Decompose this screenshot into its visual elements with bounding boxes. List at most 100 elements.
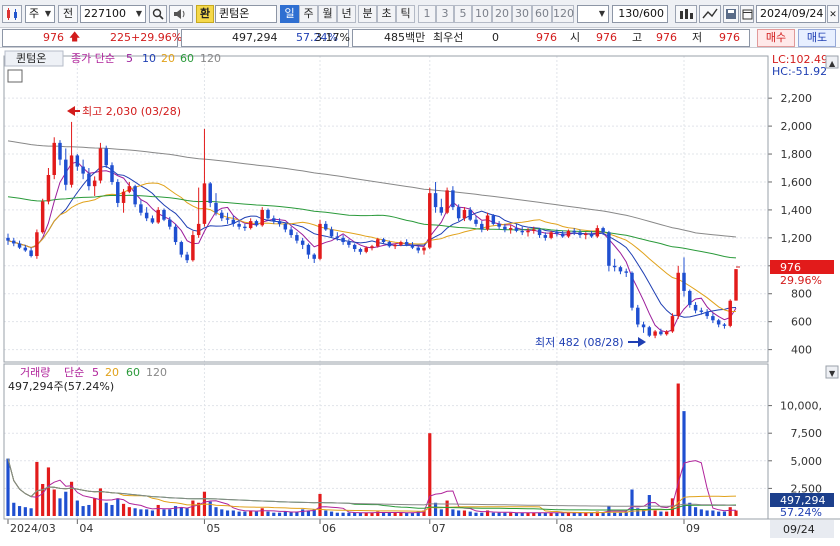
interval-5[interactable]: 5 bbox=[454, 5, 472, 23]
volume-bar bbox=[393, 512, 397, 516]
candle-body bbox=[324, 223, 328, 230]
calendar-button[interactable] bbox=[740, 5, 754, 23]
scroll-right-button[interactable] bbox=[825, 365, 839, 379]
volume-bar bbox=[225, 510, 230, 516]
current-price-tag: 976 bbox=[780, 261, 801, 274]
volume-bar bbox=[208, 501, 212, 516]
tab-weekly[interactable]: 주 bbox=[299, 5, 318, 23]
tab-monthly[interactable]: 월 bbox=[318, 5, 337, 23]
volume-bar bbox=[127, 507, 131, 516]
candle-body bbox=[480, 223, 484, 230]
candle-body bbox=[485, 215, 490, 230]
date-input[interactable]: 2024/09/24 bbox=[756, 5, 826, 23]
tab-second[interactable]: 초 bbox=[377, 5, 396, 23]
candle-body bbox=[214, 202, 218, 213]
volume-bar bbox=[566, 512, 571, 516]
candle-body bbox=[532, 229, 536, 231]
candle-body bbox=[121, 191, 126, 203]
interval-1[interactable]: 1 bbox=[418, 5, 436, 23]
candle-body bbox=[243, 226, 247, 229]
candle-body bbox=[185, 254, 189, 261]
candle-body bbox=[555, 232, 559, 234]
arrow-up-icon: 🡅 bbox=[69, 30, 81, 43]
save-button[interactable] bbox=[723, 5, 739, 23]
interval-20[interactable]: 20 bbox=[492, 5, 512, 23]
sound-button[interactable] bbox=[169, 5, 193, 23]
candle-body bbox=[676, 272, 680, 317]
search-button[interactable] bbox=[149, 5, 167, 23]
candle-body bbox=[225, 218, 230, 220]
candle-body bbox=[514, 228, 519, 231]
chevron-up-icon: ▲ bbox=[829, 59, 836, 68]
stock-name-field[interactable]: 퀸텀온 bbox=[215, 5, 277, 23]
price-ma-120: 120 bbox=[200, 52, 221, 65]
close-icon: ✕ bbox=[829, 10, 837, 20]
toggle-button[interactable]: 환 bbox=[196, 5, 214, 23]
close-button[interactable]: ✕ bbox=[827, 5, 839, 23]
volume-bar bbox=[75, 500, 79, 516]
market-select[interactable]: 주 ▼ bbox=[25, 5, 55, 23]
volume-bar bbox=[376, 511, 380, 516]
price-legend: 퀸텀온 종가 단순 5 10 20 60 120 bbox=[4, 50, 221, 67]
candle-body bbox=[139, 204, 143, 213]
candle-body bbox=[670, 316, 675, 332]
candle-body bbox=[468, 209, 472, 220]
volume-bar bbox=[630, 489, 634, 516]
volume-bar bbox=[191, 500, 195, 516]
interval-60[interactable]: 60 bbox=[532, 5, 552, 23]
interval-30[interactable]: 30 bbox=[512, 5, 532, 23]
candle-body bbox=[69, 155, 74, 185]
volume-bar bbox=[734, 510, 738, 516]
current-volume-tag: 497,294 bbox=[780, 494, 826, 507]
volume-bar bbox=[358, 512, 363, 516]
interval-120[interactable]: 120 bbox=[552, 5, 574, 23]
volume-bar bbox=[162, 509, 166, 516]
candle-body bbox=[422, 247, 426, 251]
tab-daily[interactable]: 일 bbox=[280, 5, 299, 23]
candle-body bbox=[46, 174, 51, 202]
candle-body bbox=[428, 193, 432, 248]
candle-body bbox=[433, 193, 438, 208]
chart-menu-button[interactable] bbox=[2, 5, 22, 23]
volume-bar bbox=[439, 509, 443, 516]
interval-custom-input[interactable]: ▼ bbox=[577, 5, 609, 23]
interval-10[interactable]: 10 bbox=[472, 5, 492, 23]
candle-body bbox=[688, 290, 692, 305]
candle-body bbox=[659, 331, 663, 335]
chart-area[interactable]: 4006008001,0001,2001,4001,6001,8002,0002… bbox=[0, 48, 840, 543]
candle-body bbox=[272, 218, 276, 222]
volume-bar bbox=[370, 512, 374, 516]
candle-body bbox=[237, 223, 241, 227]
price-volume-chart[interactable]: 4006008001,0001,2001,4001,6001,8002,0002… bbox=[0, 48, 840, 543]
sell-button[interactable]: 매도 bbox=[798, 29, 836, 47]
price-name-tag: 퀸텀온 bbox=[16, 52, 46, 65]
count-input[interactable]: 130/600 bbox=[612, 5, 668, 23]
tab-yearly[interactable]: 년 bbox=[337, 5, 356, 23]
candle-body bbox=[312, 254, 316, 259]
buy-button[interactable]: 매수 bbox=[757, 29, 795, 47]
volume-bar bbox=[688, 502, 692, 516]
candle-body bbox=[508, 228, 513, 230]
volume-bar bbox=[699, 509, 703, 516]
line-tool-button[interactable] bbox=[699, 5, 721, 23]
tab-tick[interactable]: 틱 bbox=[396, 5, 415, 23]
prev-button[interactable]: 전 bbox=[58, 5, 78, 23]
candle-body bbox=[682, 272, 686, 291]
code-input[interactable]: 227100 ▼ bbox=[80, 5, 146, 23]
price-panel-handle[interactable] bbox=[7, 69, 23, 83]
interval-3[interactable]: 3 bbox=[436, 5, 454, 23]
volume-bar bbox=[537, 512, 542, 516]
volume-bar bbox=[474, 512, 478, 516]
min-annotation: 최저 482 (08/28) bbox=[535, 336, 646, 349]
candle-type-button[interactable] bbox=[675, 5, 697, 23]
volume-bar bbox=[168, 509, 172, 516]
volume-bar bbox=[121, 503, 126, 516]
tab-minute[interactable]: 분 bbox=[358, 5, 377, 23]
volume-bar bbox=[243, 511, 247, 516]
volume-bar bbox=[717, 511, 721, 516]
scroll-up-button[interactable] bbox=[825, 55, 839, 69]
volume-bar bbox=[520, 512, 524, 516]
candle-body bbox=[17, 243, 22, 248]
volume-bar bbox=[283, 511, 287, 516]
candle-body bbox=[6, 237, 10, 241]
